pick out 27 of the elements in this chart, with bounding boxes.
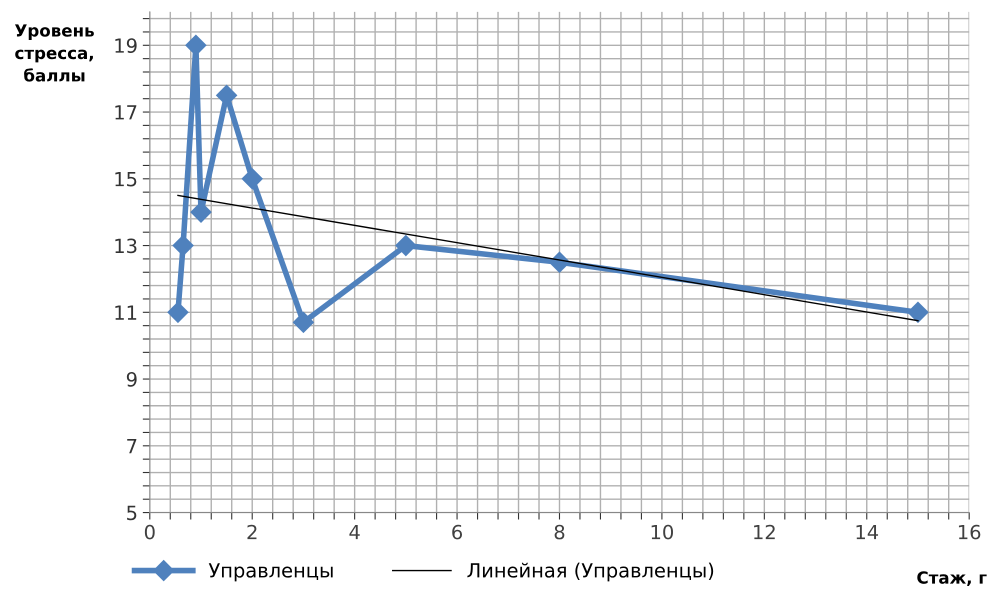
x-tick-label: 6 <box>452 524 462 540</box>
x-tick-label: 16 <box>958 524 980 540</box>
point <box>292 312 314 333</box>
y-tick-label: 15 <box>115 172 136 186</box>
x-tick-label: 0 <box>144 524 155 540</box>
legend-label: Управленцы <box>208 563 333 582</box>
y-tick-label: 13 <box>115 238 136 254</box>
y-tick-label: 7 <box>127 439 136 454</box>
x-tick-label: 10 <box>652 524 673 540</box>
point <box>172 235 194 256</box>
x-tick-label: 12 <box>754 524 775 540</box>
x-tick-label: 4 <box>349 524 360 540</box>
x-axis-title: Стаж, г <box>917 571 987 586</box>
point <box>242 168 263 190</box>
y-tick-label: 9 <box>126 372 137 387</box>
x-tick-label: 14 <box>856 524 878 540</box>
legend-label: Линейная (Управленцы) <box>467 562 714 582</box>
point <box>395 235 416 256</box>
y-axis-title: Уровень стресса, баллы <box>14 24 94 82</box>
x-tick-label: 2 <box>247 524 256 540</box>
point <box>907 302 928 323</box>
y-tick-label: 19 <box>115 38 137 53</box>
point <box>167 302 188 323</box>
y-tick-label: 5 <box>127 506 136 520</box>
x-tick-label: 8 <box>554 524 564 540</box>
y-tick-label: 11 <box>115 306 136 320</box>
y-tick-label: 17 <box>115 105 136 120</box>
